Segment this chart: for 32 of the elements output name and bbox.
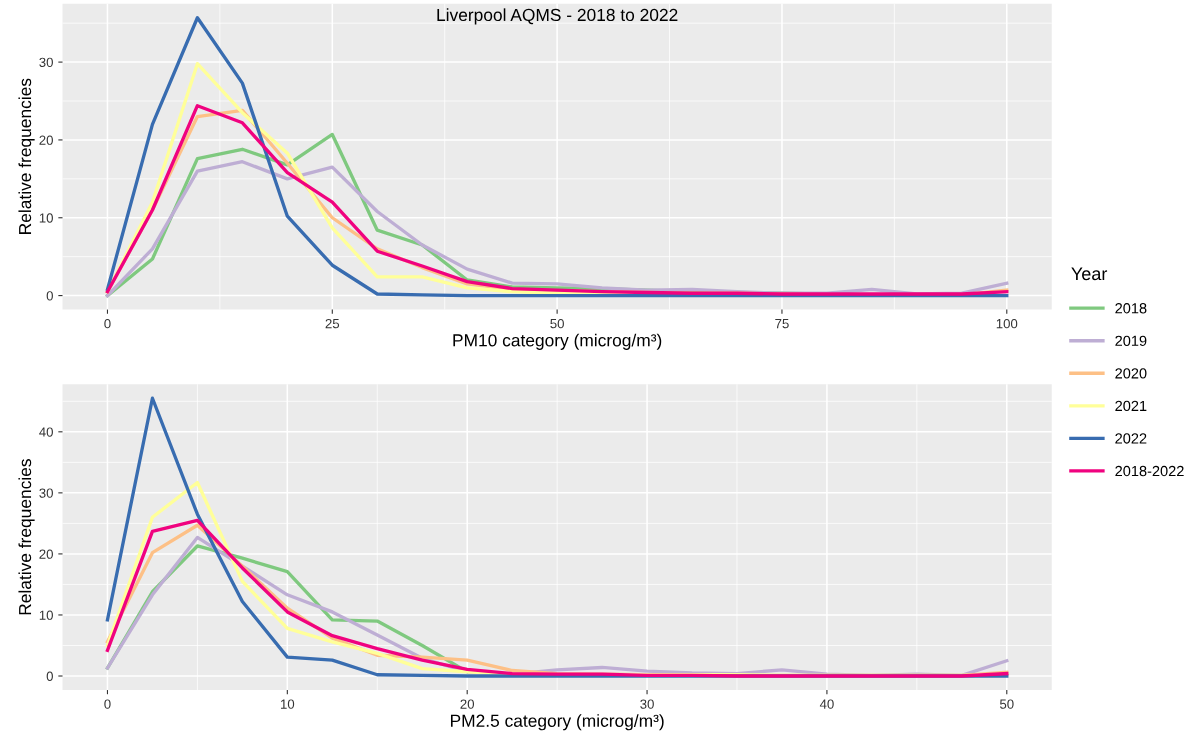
- legend-label: 2018-2022: [1115, 465, 1184, 477]
- y-tick-label: 10: [39, 610, 53, 620]
- legend-label: 2018: [1115, 303, 1147, 314]
- x-tick-label: 50: [550, 318, 564, 329]
- x-tick-label: 30: [640, 699, 654, 709]
- x-axis-title: PM10 category (microg/m³): [453, 333, 662, 350]
- legend-title: Year: [1071, 267, 1108, 281]
- y-tick-label: 30: [39, 488, 53, 498]
- y-tick-label: 0: [46, 671, 53, 681]
- legend-label: 2021: [1115, 400, 1147, 412]
- y-axis-title: Relative frequencies: [18, 78, 35, 234]
- legend-label: 2020: [1115, 368, 1147, 379]
- y-axis-title: Relative frequencies: [18, 459, 35, 615]
- x-tick-label: 20: [460, 699, 475, 709]
- y-tick-label: 10: [39, 213, 53, 223]
- x-tick-label: 75: [775, 319, 789, 329]
- legend-label: 2022: [1115, 433, 1147, 444]
- x-tick-label: 100: [996, 318, 1018, 329]
- chart-title: Liverpool AQMS - 2018 to 2022: [437, 8, 678, 25]
- x-tick-label: 40: [819, 699, 834, 709]
- x-tick-label: 0: [104, 699, 111, 709]
- y-tick-label: 20: [39, 549, 53, 559]
- x-tick-label: 50: [999, 699, 1014, 709]
- y-tick-label: 20: [39, 135, 53, 145]
- legend-label: 2019: [1115, 335, 1147, 346]
- y-tick-label: 0: [46, 291, 53, 301]
- y-tick-label: 40: [39, 427, 53, 437]
- x-tick-label: 10: [281, 699, 295, 709]
- y-tick-label: 30: [39, 57, 53, 68]
- x-tick-label: 25: [325, 318, 340, 329]
- x-axis-title: PM2.5 category (microg/m³): [450, 714, 664, 731]
- x-tick-label: 0: [104, 318, 111, 329]
